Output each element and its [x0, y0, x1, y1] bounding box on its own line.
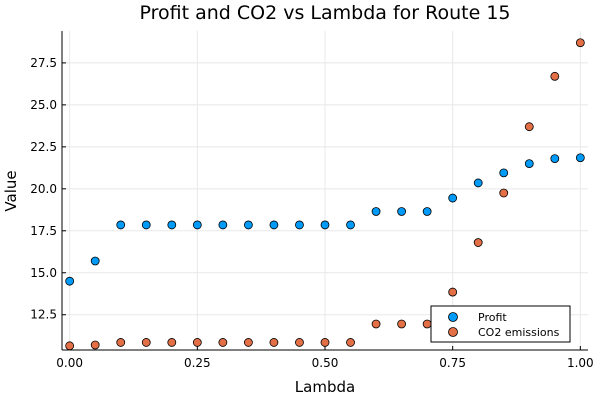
- x-tick-label: 0.75: [439, 356, 466, 370]
- profit-point: [243, 220, 253, 230]
- co2-point: [524, 122, 534, 132]
- co2-point: [295, 338, 304, 347]
- co2-point: [499, 188, 509, 198]
- chart-title: Profit and CO2 vs Lambda for Route 15: [140, 2, 511, 24]
- profit-point: [65, 276, 75, 286]
- x-tick-label: 0.00: [56, 356, 83, 370]
- co2-point: [65, 341, 75, 351]
- co2-point: [422, 319, 432, 329]
- co2-point: [473, 238, 483, 247]
- y-tick-label: 22.5: [30, 140, 57, 154]
- profit-point: [346, 220, 355, 230]
- co2-point: [397, 319, 407, 329]
- profit-point: [524, 159, 534, 169]
- profit-point: [167, 220, 177, 230]
- x-tick-label: 0.25: [184, 356, 211, 370]
- profit-point: [499, 168, 509, 178]
- y-tick-label: 27.5: [30, 56, 57, 70]
- co2-point: [269, 338, 279, 347]
- co2-point: [90, 340, 100, 350]
- grid: [62, 31, 588, 350]
- co2-point: [167, 338, 177, 347]
- x-tick-label: 1.00: [567, 356, 594, 370]
- co2-point: [141, 338, 151, 347]
- profit-point: [371, 207, 381, 216]
- y-axis-label: Value: [2, 170, 20, 211]
- legend-marker: [448, 327, 458, 337]
- co2-point: [218, 338, 228, 347]
- co2-point: [448, 287, 458, 297]
- co2-point: [371, 319, 381, 329]
- profit-point: [141, 220, 151, 230]
- x-axis-label: Lambda: [295, 378, 355, 396]
- co2-point: [243, 338, 253, 347]
- profit-point: [448, 193, 458, 203]
- profit-point: [295, 220, 304, 230]
- co2-point: [320, 338, 330, 347]
- y-tick-label: 12.5: [30, 308, 57, 322]
- profit-point: [218, 220, 228, 230]
- profit-point: [550, 154, 560, 164]
- profit-point: [320, 220, 330, 230]
- data-points: [65, 38, 585, 351]
- profit-point: [90, 256, 100, 266]
- co2-point: [550, 71, 560, 81]
- profit-point: [116, 220, 126, 230]
- legend-label: CO2 emissions: [478, 326, 560, 339]
- legend-label: Profit: [478, 311, 507, 324]
- y-tick-label: 25.0: [30, 98, 57, 112]
- profit-point: [192, 220, 202, 230]
- legend-marker: [448, 312, 458, 322]
- profit-point: [422, 207, 432, 216]
- co2-point: [116, 338, 126, 347]
- profit-point: [473, 178, 483, 188]
- co2-point: [192, 338, 202, 347]
- y-tick-label: 15.0: [30, 266, 57, 280]
- x-tick-label: 0.50: [312, 356, 339, 370]
- co2-point: [346, 338, 355, 347]
- profit-point: [575, 153, 585, 163]
- y-tick-label: 17.5: [30, 224, 57, 238]
- ticks: 0.00 0.25 0.50 0.75 1.00 12.5 15.0 17.5 20.0 22.5…: [30, 56, 593, 370]
- y-tick-label: 20.0: [30, 182, 57, 196]
- legend: Profit CO2 emissions: [430, 305, 571, 343]
- co2-point: [575, 38, 585, 48]
- profit-point: [269, 220, 279, 230]
- profit-point: [397, 207, 407, 216]
